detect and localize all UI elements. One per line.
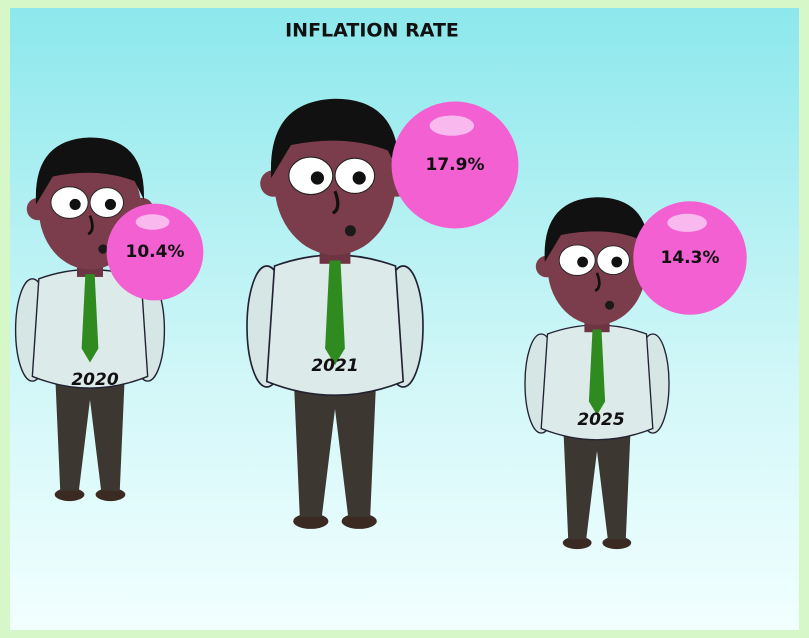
- legs: [54, 362, 126, 491]
- mouth: [344, 225, 356, 237]
- hair: [270, 98, 399, 178]
- shoe: [562, 536, 592, 550]
- category-label: 2020: [71, 370, 118, 390]
- hair: [544, 197, 650, 262]
- head: [547, 208, 647, 325]
- value-label: 14.3%: [661, 248, 720, 268]
- head: [274, 112, 396, 255]
- legs: [562, 415, 632, 540]
- bubble-highlight: [667, 213, 708, 232]
- person: [246, 98, 424, 529]
- legs: [293, 365, 377, 517]
- category-label: 2021: [311, 356, 358, 376]
- shoe: [293, 513, 329, 529]
- chart-title: INFLATION RATE: [285, 20, 459, 42]
- bubble: [633, 201, 747, 315]
- value-label: 10.4%: [126, 242, 185, 262]
- hair: [35, 137, 144, 205]
- pupil: [104, 198, 117, 210]
- value-label: 17.9%: [426, 155, 485, 175]
- eye: [50, 186, 89, 219]
- pupil: [352, 171, 366, 185]
- pupil: [310, 171, 324, 185]
- shoe: [341, 513, 377, 529]
- mouth: [98, 244, 108, 254]
- tie: [81, 274, 99, 363]
- figures: 10.4% 2020 17.9% 2021 14.3% 2025: [14, 98, 747, 550]
- eye: [288, 156, 334, 196]
- person: [524, 197, 670, 550]
- tie: [325, 260, 345, 365]
- nose: [594, 272, 601, 293]
- shoe: [602, 536, 632, 550]
- tie: [588, 329, 606, 415]
- bubble-highlight: [429, 115, 475, 136]
- nose: [87, 215, 94, 236]
- eye: [558, 244, 596, 276]
- bubble: [391, 101, 519, 229]
- person: [14, 137, 166, 502]
- bubble-highlight: [135, 214, 170, 230]
- pupil: [69, 198, 81, 210]
- mouth: [605, 300, 615, 310]
- category-label: 2025: [577, 410, 624, 430]
- pupil: [577, 256, 588, 268]
- nose: [331, 190, 340, 215]
- bubble: [106, 203, 204, 301]
- shoe: [95, 488, 126, 502]
- pupil: [611, 256, 623, 268]
- shoe: [54, 488, 85, 502]
